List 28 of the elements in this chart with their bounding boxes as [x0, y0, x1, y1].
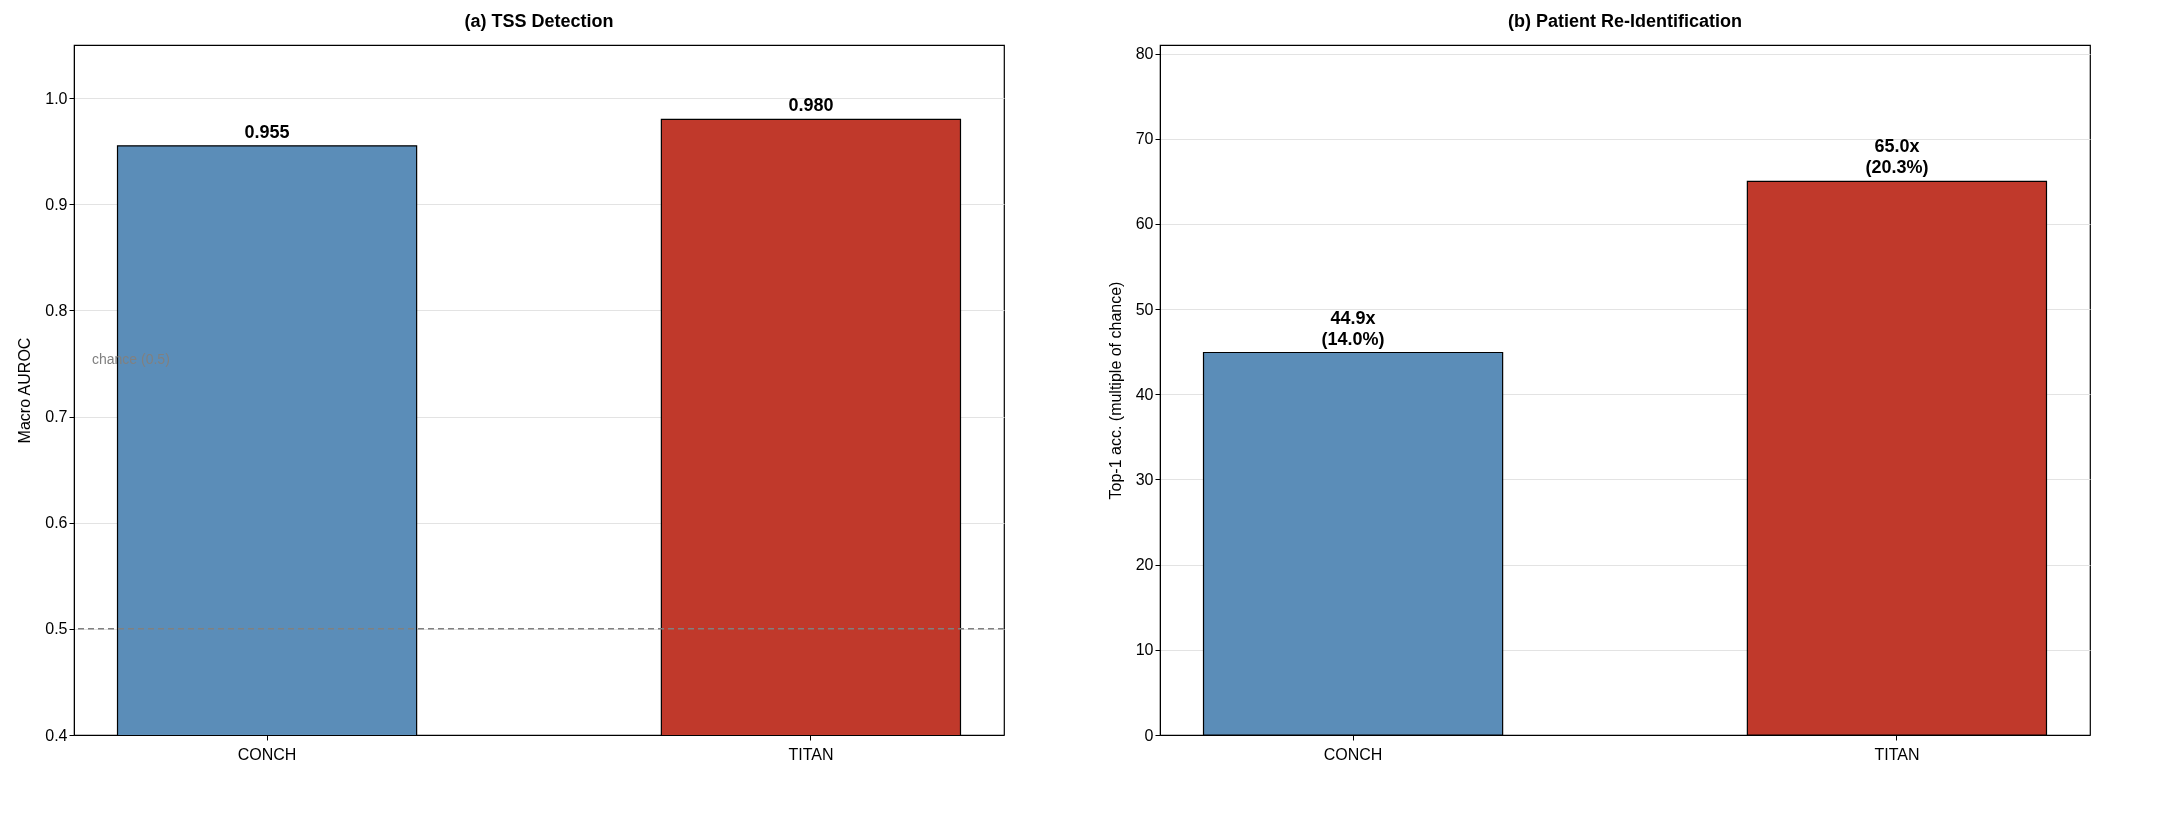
y-tick-label: 50 [1135, 300, 1154, 318]
y-tick-label: 0.9 [45, 195, 68, 213]
y-tick-label: 30 [1135, 470, 1154, 488]
y-tick-label: 60 [1135, 215, 1154, 233]
x-tick-label: CONCH [1323, 745, 1383, 763]
x-tick-label: CONCH [237, 745, 297, 763]
y-tick-label: 80 [1135, 45, 1154, 63]
y-axis-title: Top-1 acc. (multiple of chance) [1106, 281, 1124, 500]
chart-title: (b) Patient Re-Identification [1508, 11, 1742, 31]
y-axis-title: Macro AUROC [16, 337, 34, 444]
x-tick-label: TITAN [788, 745, 834, 763]
x-tick-label: TITAN [1874, 745, 1920, 763]
y-tick-label: 0.7 [45, 408, 68, 426]
text: 44.9x (14.0%) [1321, 307, 1385, 349]
y-tick-label: 40 [1135, 385, 1154, 403]
y-tick-label: 0.5 [45, 620, 68, 638]
chart-title: (a) TSS Detection [464, 11, 614, 31]
y-tick-label: 0.6 [45, 514, 68, 532]
y-tick-label: 10 [1135, 641, 1154, 659]
data-label: 0.980 [788, 95, 834, 116]
y-tick-label: 1.0 [45, 89, 68, 107]
text: 65.0x (20.3%) [1865, 136, 1929, 178]
y-tick-label: 0 [1144, 726, 1154, 744]
y-tick-label: 70 [1135, 130, 1154, 148]
y-tick-label: 0.4 [45, 726, 68, 744]
data-label: 0.955 [244, 121, 290, 142]
y-tick-label: 20 [1135, 556, 1154, 574]
y-tick-label: 0.8 [45, 301, 68, 319]
